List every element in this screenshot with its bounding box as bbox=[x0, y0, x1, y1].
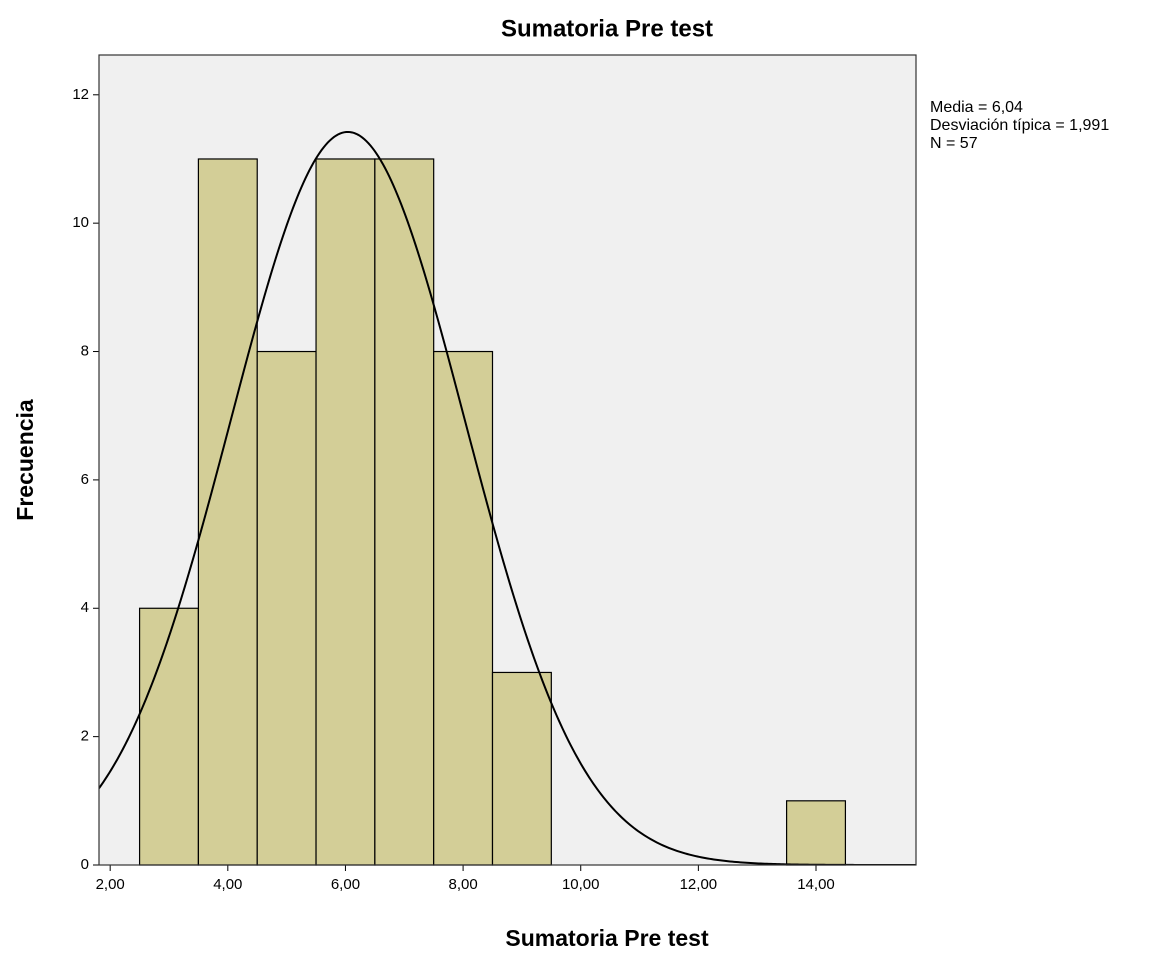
x-tick-label: 14,00 bbox=[797, 876, 835, 893]
x-tick-label: 12,00 bbox=[680, 876, 718, 893]
y-tick-label: 10 bbox=[72, 214, 89, 231]
y-tick-label: 8 bbox=[81, 342, 89, 359]
x-tick-label: 4,00 bbox=[213, 876, 242, 893]
normal-curve bbox=[99, 130, 916, 865]
plot-frame bbox=[98, 54, 917, 866]
y-tick-label: 6 bbox=[81, 471, 89, 488]
x-tick-label: 2,00 bbox=[96, 876, 125, 893]
y-tick-label: 4 bbox=[81, 599, 89, 616]
y-axis-label: Frecuencia bbox=[12, 399, 38, 521]
y-tick-label: 0 bbox=[81, 856, 89, 873]
annotation: Desviación típica = 1,991 bbox=[930, 117, 1109, 134]
annotation: N = 57 bbox=[930, 135, 978, 152]
x-tick-label: 6,00 bbox=[331, 876, 360, 893]
bar bbox=[491, 671, 552, 866]
bar bbox=[197, 158, 258, 866]
bar bbox=[256, 350, 317, 866]
bar bbox=[433, 350, 494, 866]
chart-title: Sumatoria Pre test bbox=[501, 15, 713, 42]
annotation: Media = 6,04 bbox=[930, 99, 1023, 116]
y-tick-label: 2 bbox=[81, 728, 89, 745]
bar bbox=[374, 158, 435, 866]
x-tick-label: 10,00 bbox=[562, 876, 600, 893]
bar bbox=[785, 800, 847, 866]
bar bbox=[315, 158, 376, 866]
x-tick-label: 8,00 bbox=[448, 876, 477, 893]
bar bbox=[138, 607, 200, 866]
x-axis-label: Sumatoria Pre test bbox=[505, 925, 709, 951]
y-tick-label: 12 bbox=[72, 86, 89, 103]
